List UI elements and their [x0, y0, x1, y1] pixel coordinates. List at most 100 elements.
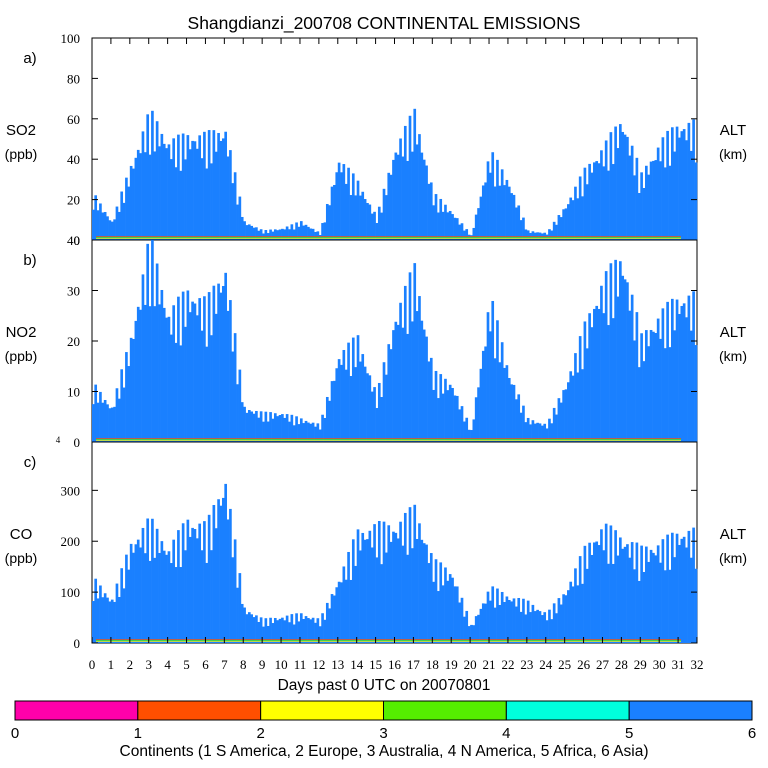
bar — [276, 416, 279, 442]
bar — [439, 562, 443, 643]
bar — [682, 536, 686, 643]
bar — [330, 381, 334, 442]
baseline-contribution — [96, 641, 681, 642]
x-tick-label: 15 — [369, 657, 382, 672]
bar — [451, 214, 454, 240]
bar — [184, 550, 187, 643]
bar — [581, 196, 584, 240]
bar — [186, 519, 190, 643]
bar — [188, 536, 192, 643]
colorbar-segment — [628, 700, 753, 721]
bar — [673, 151, 677, 240]
bar — [533, 423, 537, 442]
bar — [120, 191, 124, 240]
bar — [323, 417, 327, 442]
bar — [375, 557, 379, 643]
colorbar-tick-label: 2 — [256, 725, 264, 742]
colorbar-segment — [260, 700, 384, 721]
bar — [134, 157, 138, 240]
bar — [420, 320, 424, 442]
bar — [307, 422, 310, 442]
bar — [96, 598, 100, 643]
bar — [474, 214, 478, 240]
bar — [203, 296, 206, 442]
bar — [136, 539, 140, 643]
bar — [493, 186, 497, 240]
bar — [453, 395, 457, 442]
bar — [408, 115, 412, 240]
bar — [446, 390, 450, 442]
y-tick-label: 10 — [67, 385, 80, 400]
bar — [637, 367, 641, 442]
bar — [507, 599, 511, 643]
bar — [92, 601, 95, 643]
bar — [427, 563, 431, 643]
bar — [567, 204, 570, 240]
bar — [198, 135, 202, 240]
x-tick-label: 4 — [164, 657, 171, 672]
bar — [153, 306, 157, 442]
bar — [174, 342, 178, 442]
bar — [245, 412, 249, 442]
bar — [264, 230, 268, 240]
bar — [649, 549, 653, 643]
bar — [113, 601, 116, 643]
bar — [96, 402, 100, 442]
bar — [250, 411, 254, 442]
bar — [309, 423, 313, 442]
x-tick-label: 11 — [294, 657, 307, 672]
bar — [689, 330, 693, 442]
bar — [325, 203, 329, 240]
bar — [574, 568, 577, 643]
bar — [193, 141, 197, 240]
bar — [127, 186, 131, 240]
bar — [609, 132, 613, 240]
bar — [654, 555, 658, 643]
bar — [205, 168, 209, 240]
bar — [240, 603, 244, 643]
bar — [500, 169, 504, 240]
bar — [269, 229, 272, 240]
bar — [500, 591, 504, 643]
bar — [406, 554, 409, 643]
x-tick-label: 31 — [672, 657, 685, 672]
bar — [134, 544, 138, 643]
bar — [314, 622, 317, 643]
bar — [555, 613, 558, 643]
bar — [557, 598, 561, 643]
bar — [99, 585, 102, 643]
bar — [524, 229, 528, 240]
bar — [318, 626, 322, 643]
bar — [203, 521, 206, 643]
colorbar-tick-label: 1 — [134, 725, 142, 742]
bar — [392, 531, 395, 643]
bar — [474, 616, 478, 643]
bar — [387, 344, 391, 442]
bar — [162, 550, 166, 643]
bar — [316, 423, 320, 442]
bar — [240, 402, 244, 442]
x-tick-label: 17 — [407, 657, 421, 672]
bar — [214, 528, 218, 643]
bar — [226, 310, 230, 442]
bar — [548, 418, 551, 442]
bar — [529, 424, 532, 442]
bar — [505, 179, 509, 240]
colorbar-segment — [383, 700, 507, 721]
y-axis-unit: (ppb) — [5, 146, 38, 162]
bar — [363, 539, 367, 643]
bar — [231, 183, 235, 240]
bar — [654, 160, 658, 240]
colorbar-tick-label: 0 — [11, 725, 19, 742]
bar — [125, 352, 128, 442]
x-tick-label: 27 — [596, 657, 610, 672]
bar — [342, 164, 346, 240]
bar — [113, 219, 116, 240]
bar — [663, 348, 667, 442]
bar — [567, 382, 570, 442]
bar — [181, 523, 185, 643]
bar — [273, 413, 277, 442]
bar — [151, 110, 154, 241]
bar — [136, 306, 140, 442]
bar — [283, 620, 287, 643]
